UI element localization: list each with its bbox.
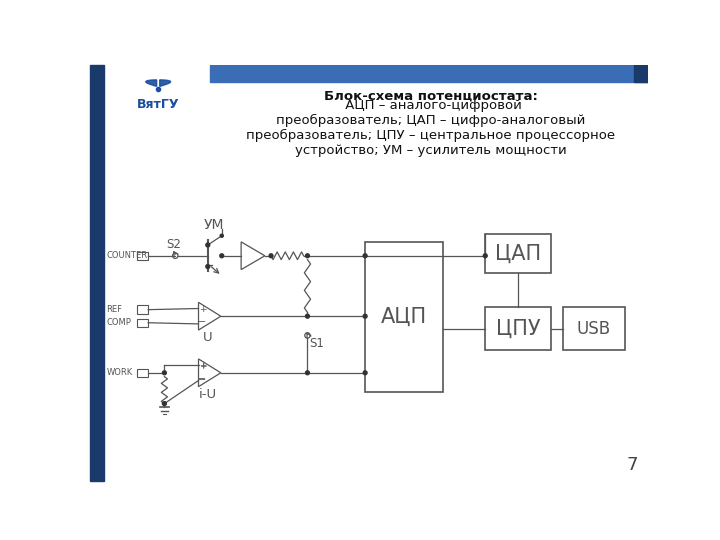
Bar [137, 252, 148, 260]
Text: +: + [199, 361, 206, 369]
Text: ЦАП: ЦАП [495, 244, 541, 264]
Bar [485, 307, 551, 350]
Circle shape [220, 234, 223, 237]
Text: S2: S2 [166, 239, 181, 252]
Bar [137, 319, 148, 327]
Circle shape [269, 254, 273, 258]
Bar [210, 65, 648, 82]
Bar [90, 65, 104, 481]
Bar [634, 65, 648, 82]
Circle shape [363, 371, 367, 375]
Text: COUNTER: COUNTER [107, 251, 148, 260]
Circle shape [305, 371, 310, 375]
Text: ВятГУ: ВятГУ [137, 98, 179, 111]
Bar [137, 369, 148, 377]
Text: REF: REF [107, 305, 122, 314]
Circle shape [305, 314, 310, 318]
Text: i-U: i-U [199, 388, 217, 401]
Text: USB: USB [577, 320, 611, 338]
Circle shape [305, 254, 310, 258]
Text: УМ: УМ [204, 218, 224, 232]
Text: 7: 7 [626, 456, 638, 474]
Text: −: − [198, 318, 207, 327]
Text: +: + [199, 362, 206, 371]
Text: COMP: COMP [107, 318, 131, 327]
Circle shape [363, 314, 367, 318]
Circle shape [363, 254, 367, 258]
Polygon shape [160, 80, 171, 86]
Circle shape [163, 371, 166, 375]
Polygon shape [146, 80, 157, 86]
Circle shape [220, 254, 224, 258]
Bar [137, 306, 148, 314]
Text: −: − [198, 375, 207, 386]
Circle shape [483, 254, 487, 258]
Text: S1: S1 [310, 336, 324, 350]
Text: U: U [203, 331, 212, 345]
Text: ЦПУ: ЦПУ [496, 319, 541, 339]
Text: WORK: WORK [107, 368, 132, 377]
Text: АЦП: АЦП [381, 307, 427, 327]
Circle shape [163, 402, 166, 406]
Circle shape [206, 265, 210, 268]
Bar [485, 234, 551, 273]
Circle shape [206, 243, 210, 247]
Bar [563, 307, 625, 350]
Text: −: − [198, 374, 207, 384]
Text: +: + [199, 306, 206, 314]
Text: Блок-схема потенциостата:: Блок-схема потенциостата: [324, 90, 538, 103]
Text: АЦП – аналого-цифровой
преобразователь; ЦАП – цифро-аналоговый
преобразователь; : АЦП – аналого-цифровой преобразователь; … [246, 99, 616, 157]
Bar [365, 242, 443, 392]
